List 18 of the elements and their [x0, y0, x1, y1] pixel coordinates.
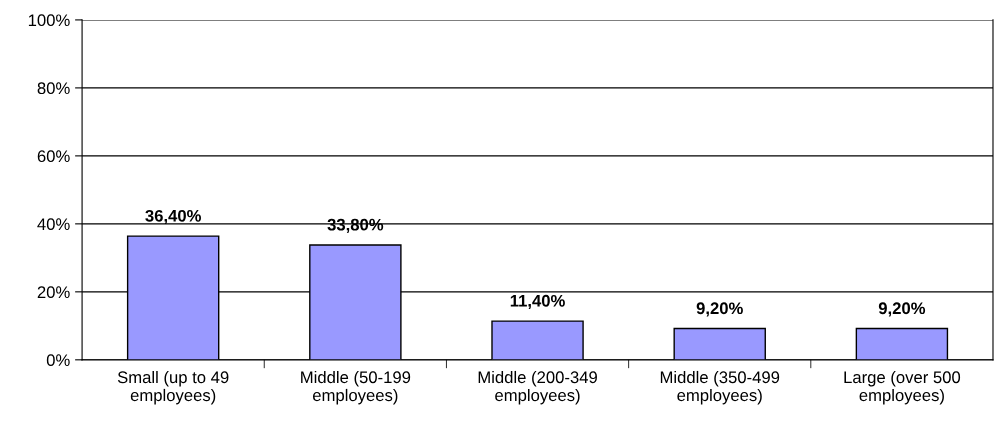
data-label: 9,20%	[878, 302, 926, 317]
y-tick-label: 100%	[28, 14, 70, 27]
data-label: 9,20%	[696, 302, 743, 317]
bar	[491, 320, 584, 360]
x-tick-label: Middle (350-499 employees)	[660, 370, 780, 405]
y-tick-label: 80%	[37, 82, 70, 95]
x-tick-label: Small (up to 49 employees)	[117, 370, 229, 405]
data-label: 36,40%	[145, 209, 201, 225]
y-tick-label: 60%	[37, 150, 70, 163]
x-tick-label: Large (over 500 employees)	[844, 370, 961, 405]
y-tick-label: 20%	[37, 286, 70, 299]
x-tick-label: Middle (50-199 employees)	[301, 370, 411, 405]
bar	[673, 327, 766, 360]
data-label: 11,40%	[510, 294, 565, 310]
x-tick-label: Middle (200-349 employees)	[478, 370, 597, 405]
y-tick-label: 40%	[37, 218, 70, 231]
bar	[855, 327, 949, 360]
y-tick-label: 0%	[46, 354, 70, 367]
